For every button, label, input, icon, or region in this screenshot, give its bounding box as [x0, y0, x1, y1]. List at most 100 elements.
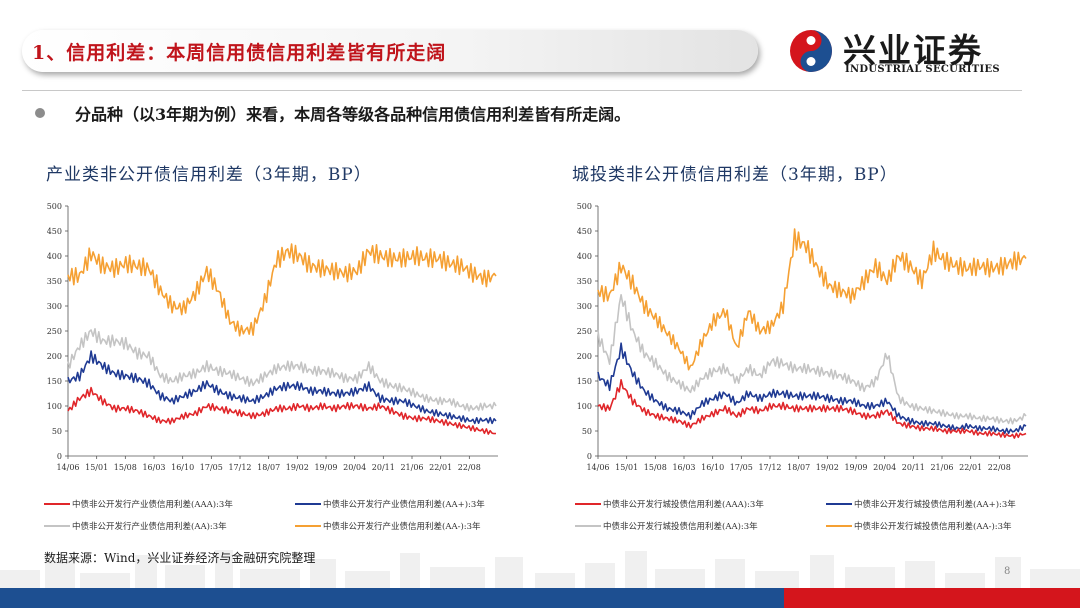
series-line: [597, 379, 1027, 439]
legend-item-aaminus: 中债非公开发行产业债信用利差(AA-):3年: [295, 520, 481, 532]
legend-item-aaminus: 中债非公开发行城投债信用利差(AA-):3年: [826, 520, 1012, 532]
legend-swatch: [826, 525, 852, 527]
title-bar: [22, 30, 758, 72]
legend-item-aa: 中债非公开发行城投债信用利差(AA):3年: [575, 520, 758, 532]
legend-chengtou: 中债非公开发行城投债信用利差(AAA):3年 中债非公开发行城投债信用利差(AA…: [575, 498, 1065, 538]
x-tick-label: 19/02: [816, 463, 839, 472]
x-tick-label: 20/11: [372, 463, 395, 472]
x-tick-label: 20/04: [343, 463, 366, 472]
y-tick-label: 400: [577, 252, 592, 261]
y-tick-label: 400: [47, 252, 62, 261]
x-tick-label: 15/08: [114, 463, 137, 472]
x-tick-label: 14/06: [56, 463, 79, 472]
x-tick-label: 15/01: [615, 463, 638, 472]
x-tick-label: 19/09: [314, 463, 337, 472]
y-tick-label: 350: [577, 277, 592, 286]
page-number: 8: [1004, 566, 1011, 577]
y-tick-label: 300: [577, 302, 592, 311]
footer-blue-segment: [0, 588, 784, 608]
series-line: [67, 386, 497, 435]
legend-label: 中债非公开发行城投债信用利差(AA-):3年: [854, 522, 1012, 532]
legend-swatch: [44, 503, 70, 505]
x-tick-label: 16/03: [672, 463, 695, 472]
x-tick-label: 14/06: [586, 463, 609, 472]
y-tick-label: 100: [577, 402, 592, 411]
series-line: [597, 294, 1027, 425]
legend-industrial: 中债非公开发行产业债信用利差(AAA):3年 中债非公开发行产业债信用利差(AA…: [44, 498, 544, 538]
x-tick-label: 22/01: [429, 463, 452, 472]
chart-title-industrial: 产业类非公开债信用利差（3年期，BP）: [46, 165, 372, 185]
y-tick-label: 0: [57, 452, 62, 461]
x-tick-label: 21/06: [400, 463, 423, 472]
series-line: [67, 243, 497, 337]
legend-item-aaa: 中债非公开发行城投债信用利差(AAA):3年: [575, 498, 764, 510]
legend-label: 中债非公开发行城投债信用利差(AA+):3年: [854, 500, 1016, 510]
y-tick-label: 250: [47, 327, 62, 336]
y-tick-label: 150: [577, 377, 592, 386]
y-tick-label: 50: [582, 427, 592, 436]
chart-chengtou: 0 50 100 150 200 250 300 350 400 450 500 14/06 15/01…: [577, 202, 1028, 472]
legend-label: 中债非公开发行城投债信用利差(AA):3年: [603, 522, 758, 532]
chart-industrial: 0 50 100 150 200 250 300 350 400 450 500 14/06 15/01…: [47, 202, 498, 472]
y-tick-label: 200: [47, 352, 62, 361]
x-tick-label: 16/03: [142, 463, 165, 472]
legend-swatch: [295, 503, 321, 505]
data-source: 数据来源：Wind，兴业证券经济与金融研究院整理: [44, 551, 316, 565]
y-tick-label: 350: [47, 277, 62, 286]
legend-swatch: [826, 503, 852, 505]
x-tick-label: 16/10: [171, 463, 194, 472]
section-subtitle: 分品种（以3年期为例）来看，本周各等级各品种信用债信用利差皆有所走阔。: [75, 105, 631, 124]
y-tick-label: 450: [577, 227, 592, 236]
y-tick-label: 100: [47, 402, 62, 411]
series-line: [597, 228, 1027, 371]
header-divider: [22, 90, 1022, 91]
legend-label: 中债非公开发行城投债信用利差(AAA):3年: [603, 500, 764, 510]
x-tick-label: 16/10: [701, 463, 724, 472]
series-line: [67, 350, 497, 425]
legend-item-aa: 中债非公开发行产业债信用利差(AA):3年: [44, 520, 227, 532]
x-tick-label: 17/12: [228, 463, 251, 472]
x-tick-label: 22/08: [988, 463, 1011, 472]
legend-label: 中债非公开发行产业债信用利差(AA+):3年: [323, 500, 485, 510]
y-tick-label: 500: [47, 202, 62, 211]
x-tick-label: 17/05: [730, 463, 753, 472]
skyline-decoration: [0, 550, 1080, 588]
bullet-icon: [35, 108, 45, 118]
legend-label: 中债非公开发行产业债信用利差(AA-):3年: [323, 522, 481, 532]
legend-item-aaa: 中债非公开发行产业债信用利差(AAA):3年: [44, 498, 233, 510]
y-tick-label: 50: [52, 427, 62, 436]
footer-red-segment: [784, 588, 1080, 608]
series-line: [597, 342, 1027, 435]
logo-name: 兴业证券: [843, 31, 983, 70]
x-tick-label: 17/05: [200, 463, 223, 472]
legend-item-aaplus: 中债非公开发行城投债信用利差(AA+):3年: [826, 498, 1016, 510]
y-tick-label: 200: [577, 352, 592, 361]
y-tick-label: 300: [47, 302, 62, 311]
x-tick-label: 20/04: [873, 463, 896, 472]
series-line: [67, 328, 497, 412]
y-tick-label: 500: [577, 202, 592, 211]
logo-subtitle: INDUSTRIAL SECURITIES: [845, 64, 1000, 75]
page-title: 1、信用利差：本周信用债信用利差皆有所走阔: [32, 42, 447, 64]
x-tick-label: 17/12: [758, 463, 781, 472]
legend-swatch: [295, 525, 321, 527]
chart-title-chengtou: 城投类非公开债信用利差（3年期，BP）: [572, 165, 898, 185]
x-tick-label: 18/07: [787, 463, 810, 472]
legend-label: 中债非公开发行产业债信用利差(AAA):3年: [72, 500, 233, 510]
company-logo-icon: [790, 30, 832, 72]
x-tick-label: 19/09: [844, 463, 867, 472]
legend-swatch: [44, 525, 70, 527]
x-tick-label: 18/07: [257, 463, 280, 472]
y-tick-label: 150: [47, 377, 62, 386]
x-tick-label: 15/01: [85, 463, 108, 472]
y-tick-label: 0: [587, 452, 592, 461]
legend-item-aaplus: 中债非公开发行产业债信用利差(AA+):3年: [295, 498, 485, 510]
legend-swatch: [575, 525, 601, 527]
y-tick-label: 450: [47, 227, 62, 236]
y-tick-label: 250: [577, 327, 592, 336]
x-tick-label: 21/06: [930, 463, 953, 472]
x-tick-label: 22/01: [959, 463, 982, 472]
x-tick-label: 19/02: [286, 463, 309, 472]
footer-bar: [0, 588, 1080, 608]
x-tick-label: 20/11: [902, 463, 925, 472]
